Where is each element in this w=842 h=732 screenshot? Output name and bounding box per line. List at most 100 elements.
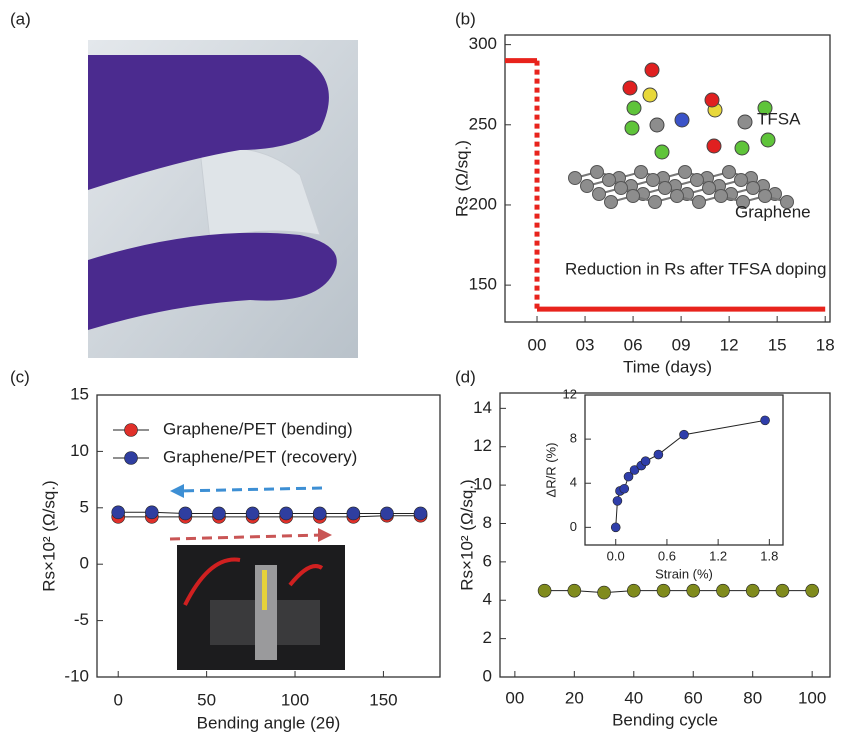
y-axis-label: Rs×10² (Ω/sq.) xyxy=(457,479,476,590)
x-tick-label: 100 xyxy=(281,690,309,709)
atom xyxy=(738,115,752,129)
arrow-head xyxy=(170,484,184,498)
atom xyxy=(649,196,662,209)
atom xyxy=(735,141,749,155)
atom xyxy=(679,166,692,179)
x-tick-label: 50 xyxy=(197,690,216,709)
data-point xyxy=(112,506,125,519)
y-tick-label: 150 xyxy=(469,275,497,294)
series-line xyxy=(118,512,420,513)
atom xyxy=(643,88,657,102)
x-tick-label: 150 xyxy=(369,690,397,709)
x-axis-label: Bending cycle xyxy=(612,710,718,729)
atom xyxy=(761,133,775,147)
atom xyxy=(625,121,639,135)
x-tick-label: 15 xyxy=(768,335,787,354)
data-point xyxy=(806,584,819,597)
x-tick-label: 00 xyxy=(505,688,524,707)
y-tick-label: 6 xyxy=(483,551,492,570)
y-tick-label: -5 xyxy=(74,610,89,629)
y-tick-label: 8 xyxy=(483,513,492,532)
series-line xyxy=(118,516,420,517)
arrow-head xyxy=(318,528,332,542)
atom xyxy=(693,196,706,209)
data-point xyxy=(776,584,789,597)
legend-label: Graphene/PET (recovery) xyxy=(163,447,357,466)
data-point xyxy=(761,416,770,425)
data-point xyxy=(613,496,622,505)
atom xyxy=(605,196,618,209)
x-tick-label: 0.0 xyxy=(607,548,625,563)
data-point xyxy=(716,584,729,597)
y-axis-label: ΔR/R (%) xyxy=(543,443,558,498)
data-point xyxy=(680,430,689,439)
sample xyxy=(262,570,267,610)
y-tick-label: 250 xyxy=(469,114,497,133)
atom xyxy=(591,166,604,179)
data-point xyxy=(145,506,158,519)
atom xyxy=(627,101,641,115)
x-axis-label: Bending angle (2θ) xyxy=(197,713,341,732)
atom xyxy=(635,166,648,179)
atom xyxy=(691,174,704,187)
y-tick-label: 12 xyxy=(563,386,577,401)
y-tick-label: 4 xyxy=(483,590,492,609)
x-tick-label: 1.8 xyxy=(760,548,778,563)
molecule xyxy=(569,63,794,209)
x-tick-label: 20 xyxy=(565,688,584,707)
x-tick-label: 100 xyxy=(798,688,826,707)
atom xyxy=(627,190,640,203)
atom xyxy=(723,166,736,179)
figure: (a) (b) (c) (d) 000306091215181502002503… xyxy=(0,0,842,732)
y-tick-label: 8 xyxy=(570,431,577,446)
atom xyxy=(615,182,628,195)
atom xyxy=(655,145,669,159)
data-point xyxy=(657,584,670,597)
y-tick-label: 2 xyxy=(483,628,492,647)
inset-photo xyxy=(177,545,345,670)
x-tick-label: 60 xyxy=(684,688,703,707)
data-point xyxy=(627,584,640,597)
x-tick-label: 1.2 xyxy=(709,548,727,563)
data-point xyxy=(280,507,293,520)
y-axis-label: Rs (Ω/sq.) xyxy=(452,140,471,217)
data-point xyxy=(179,507,192,520)
x-tick-label: 00 xyxy=(528,335,547,354)
chart: 00030609121518150200250300Time (days)Rs … xyxy=(452,34,834,376)
y-tick-label: 0 xyxy=(570,519,577,534)
y-tick-label: 300 xyxy=(469,34,497,53)
data-point xyxy=(611,523,620,532)
atom xyxy=(735,174,748,187)
x-tick-label: 09 xyxy=(672,335,691,354)
legend-marker xyxy=(125,424,138,437)
legend-label: Graphene/PET (bending) xyxy=(163,419,353,438)
x-tick-label: 03 xyxy=(576,335,595,354)
data-point xyxy=(654,450,663,459)
panel-label: (c) xyxy=(10,367,30,386)
atom xyxy=(603,174,616,187)
data-point xyxy=(687,584,700,597)
atom xyxy=(569,172,582,185)
y-tick-label: 0 xyxy=(483,666,492,685)
atom xyxy=(747,182,760,195)
data-point xyxy=(414,507,427,520)
x-tick-label: 18 xyxy=(816,335,835,354)
y-tick-label: 15 xyxy=(70,384,89,403)
atom xyxy=(650,118,664,132)
y-tick-label: 4 xyxy=(570,475,577,490)
y-tick-label: 0 xyxy=(80,554,89,573)
y-tick-label: -10 xyxy=(64,666,89,685)
atom xyxy=(659,182,672,195)
annotation: Reduction in Rs after TFSA doping xyxy=(565,259,826,278)
arrow xyxy=(178,488,322,491)
atom xyxy=(623,81,637,95)
annotation: TFSA xyxy=(757,109,801,128)
data-point xyxy=(212,507,225,520)
panel-label: (a) xyxy=(10,9,31,28)
plot-frame xyxy=(585,395,783,545)
y-tick-label: 14 xyxy=(473,398,492,417)
atom xyxy=(707,139,721,153)
atom xyxy=(705,93,719,107)
arrow xyxy=(170,535,322,539)
legend-marker xyxy=(125,452,138,465)
